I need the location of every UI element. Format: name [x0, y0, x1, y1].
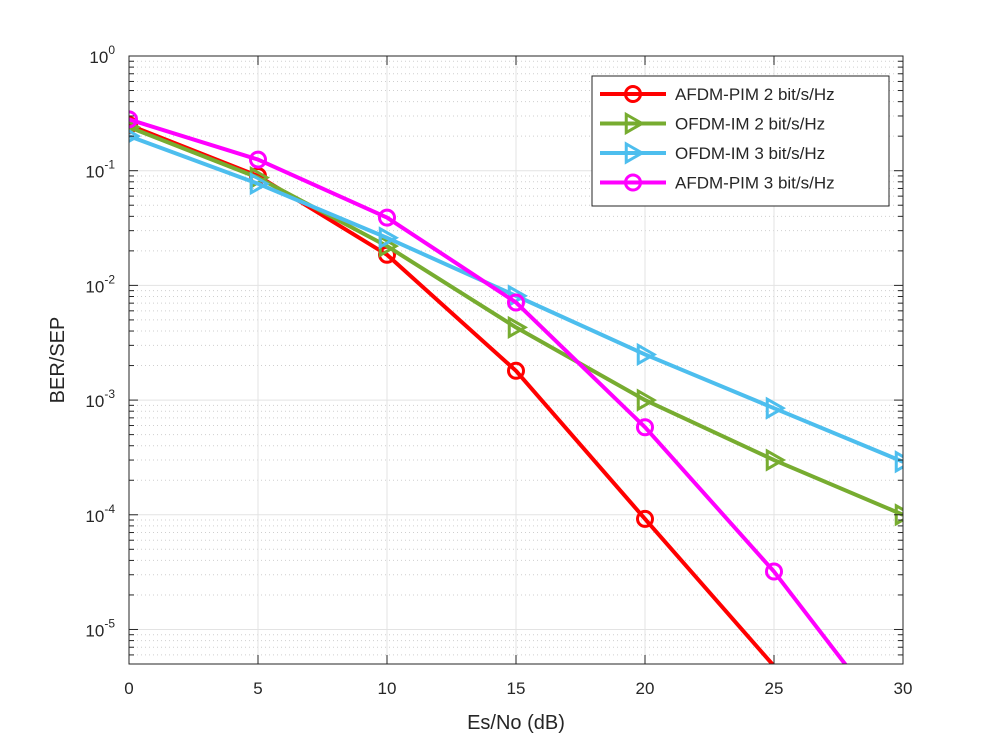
legend-item: OFDM-IM 2 bit/s/Hz: [600, 111, 825, 136]
y-tick-base: 10: [85, 621, 104, 640]
y-tick-base: 10: [89, 48, 108, 67]
y-tick-base: 10: [85, 392, 104, 411]
legend-marker: [624, 141, 646, 165]
x-tick-label: 15: [507, 679, 526, 698]
x-tick-label: 20: [636, 679, 655, 698]
y-tick-label: 10-4: [85, 502, 115, 526]
legend: AFDM-PIM 2 bit/s/Hz OFDM-IM 2 bit/s/Hz OFD…: [591, 75, 890, 207]
y-tick-exponent: -2: [104, 272, 115, 286]
legend-label: OFDM-IM 2 bit/s/Hz: [675, 115, 825, 134]
series-4: [129, 110, 848, 664]
y-tick-exponent: -5: [104, 616, 115, 630]
data-point: [636, 509, 654, 528]
data-point: [507, 293, 525, 312]
legend-item: OFDM-IM 3 bit/s/Hz: [600, 141, 825, 165]
data-point: [129, 110, 138, 129]
x-tick-label: 30: [894, 679, 913, 698]
legend-label: OFDM-IM 3 bit/s/Hz: [675, 144, 825, 163]
data-point: [378, 226, 400, 250]
data-point: [249, 172, 271, 196]
series-layer: [129, 110, 903, 664]
legend-marker: [624, 173, 642, 192]
data-point: [765, 562, 783, 581]
legend-item: AFDM-PIM 3 bit/s/Hz: [600, 173, 835, 193]
legend-item: AFDM-PIM 2 bit/s/Hz: [600, 85, 835, 104]
data-point: [636, 418, 654, 437]
legend-marker: [624, 85, 642, 103]
x-tick-label: 0: [124, 679, 133, 698]
axis-titles: Es/No (dB) BER/SEP: [47, 317, 565, 734]
data-point: [636, 388, 658, 412]
legend-label: AFDM-PIM 3 bit/s/Hz: [675, 174, 835, 193]
y-tick-exponent: -3: [104, 387, 115, 401]
y-tick-exponent: 0: [108, 43, 115, 57]
y-tick-label: 10-2: [85, 272, 115, 296]
data-point: [378, 208, 396, 227]
data-point: [765, 448, 787, 472]
y-tick-label: 10-5: [85, 616, 115, 640]
y-tick-exponent: -4: [104, 502, 115, 516]
data-point: [249, 150, 267, 169]
x-axis-title: Es/No (dB): [467, 712, 565, 734]
y-tick-base: 10: [85, 163, 104, 182]
series-line: [129, 117, 848, 664]
data-point: [636, 342, 658, 367]
y-axis-title: BER/SEP: [47, 317, 69, 404]
y-tick-label: 100: [89, 43, 115, 67]
data-point: [129, 129, 142, 144]
x-tick-label: 5: [253, 679, 262, 698]
y-tick-base: 10: [85, 277, 104, 296]
legend-marker: [624, 111, 646, 136]
y-tick-label: 10-3: [85, 387, 115, 411]
data-point: [507, 315, 529, 340]
y-tick-base: 10: [85, 507, 104, 526]
y-tick-exponent: -1: [104, 158, 115, 172]
x-tick-label: 10: [378, 679, 397, 698]
legend-label: AFDM-PIM 2 bit/s/Hz: [675, 85, 835, 104]
x-tick-label: 25: [765, 679, 784, 698]
y-tick-label: 10-1: [85, 158, 115, 182]
data-point: [507, 361, 525, 380]
data-point: [894, 450, 903, 474]
data-point: [765, 396, 787, 420]
